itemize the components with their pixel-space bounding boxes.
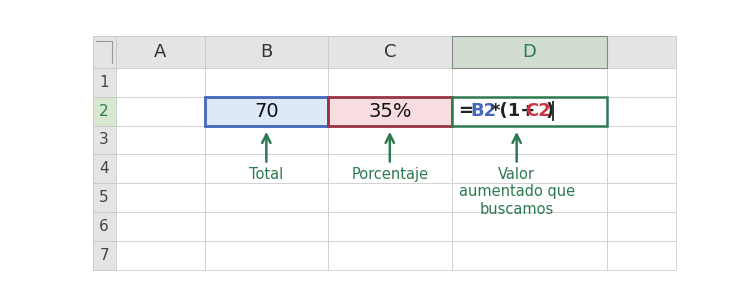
Bar [205, 97, 328, 125]
Bar [328, 183, 451, 212]
Text: B2: B2 [470, 102, 496, 120]
Bar [451, 36, 607, 68]
Bar [205, 36, 328, 68]
Bar [607, 97, 676, 125]
Text: 4: 4 [99, 161, 109, 176]
Bar [93, 36, 116, 68]
Bar [205, 68, 328, 97]
Text: Porcentaje: Porcentaje [351, 167, 428, 182]
Bar [607, 36, 676, 68]
Text: 35%: 35% [368, 102, 411, 121]
Bar [607, 68, 676, 97]
Text: Valor
aumentado que
buscamos: Valor aumentado que buscamos [459, 167, 575, 217]
Bar [116, 154, 205, 183]
Bar [93, 68, 116, 97]
Bar [116, 125, 205, 154]
Bar [451, 125, 607, 154]
Bar [328, 68, 451, 97]
Bar [451, 241, 607, 270]
Text: 7: 7 [99, 248, 109, 263]
Bar [328, 241, 451, 270]
Bar [116, 68, 205, 97]
Bar [328, 97, 451, 125]
Bar [451, 212, 607, 241]
Bar [93, 125, 116, 154]
Text: ): ) [545, 102, 554, 120]
Bar [116, 241, 205, 270]
Bar [607, 125, 676, 154]
Bar [93, 154, 116, 183]
Text: 2: 2 [99, 104, 109, 118]
Bar [93, 183, 116, 212]
Text: B: B [260, 43, 273, 61]
Bar [93, 212, 116, 241]
Bar [607, 241, 676, 270]
Bar [328, 154, 451, 183]
Bar [93, 97, 116, 125]
Bar [205, 212, 328, 241]
Bar [451, 183, 607, 212]
Bar [607, 212, 676, 241]
Text: D: D [522, 43, 536, 61]
Text: *(1+: *(1+ [491, 102, 536, 120]
Bar [205, 97, 328, 125]
Text: C2: C2 [525, 102, 551, 120]
Bar [328, 212, 451, 241]
Bar [451, 97, 607, 125]
Text: 1: 1 [99, 75, 109, 90]
Bar [116, 183, 205, 212]
Bar [328, 36, 451, 68]
Bar [205, 125, 328, 154]
Text: 5: 5 [99, 190, 109, 205]
Bar [205, 183, 328, 212]
Bar [328, 125, 451, 154]
Bar [205, 154, 328, 183]
Bar [607, 183, 676, 212]
Bar [93, 241, 116, 270]
Text: Total: Total [249, 167, 284, 182]
Bar [607, 154, 676, 183]
Bar [451, 68, 607, 97]
Text: =: = [459, 102, 473, 120]
Bar [205, 241, 328, 270]
Bar [116, 97, 205, 125]
Bar [116, 36, 205, 68]
Bar [451, 154, 607, 183]
Text: 3: 3 [99, 132, 109, 148]
Bar [328, 97, 451, 125]
Text: C: C [384, 43, 396, 61]
Bar [451, 97, 607, 125]
Bar [116, 212, 205, 241]
Text: 70: 70 [254, 102, 279, 121]
Text: 6: 6 [99, 219, 109, 234]
Text: A: A [154, 43, 166, 61]
